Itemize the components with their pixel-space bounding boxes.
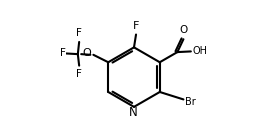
Text: F: F xyxy=(60,48,66,59)
Text: F: F xyxy=(76,28,82,38)
Text: F: F xyxy=(133,21,139,31)
Text: N: N xyxy=(129,106,138,120)
Text: Br: Br xyxy=(185,97,196,107)
Text: O: O xyxy=(180,26,188,35)
Text: OH: OH xyxy=(192,46,207,56)
Text: F: F xyxy=(76,69,82,79)
Text: O: O xyxy=(83,48,92,59)
